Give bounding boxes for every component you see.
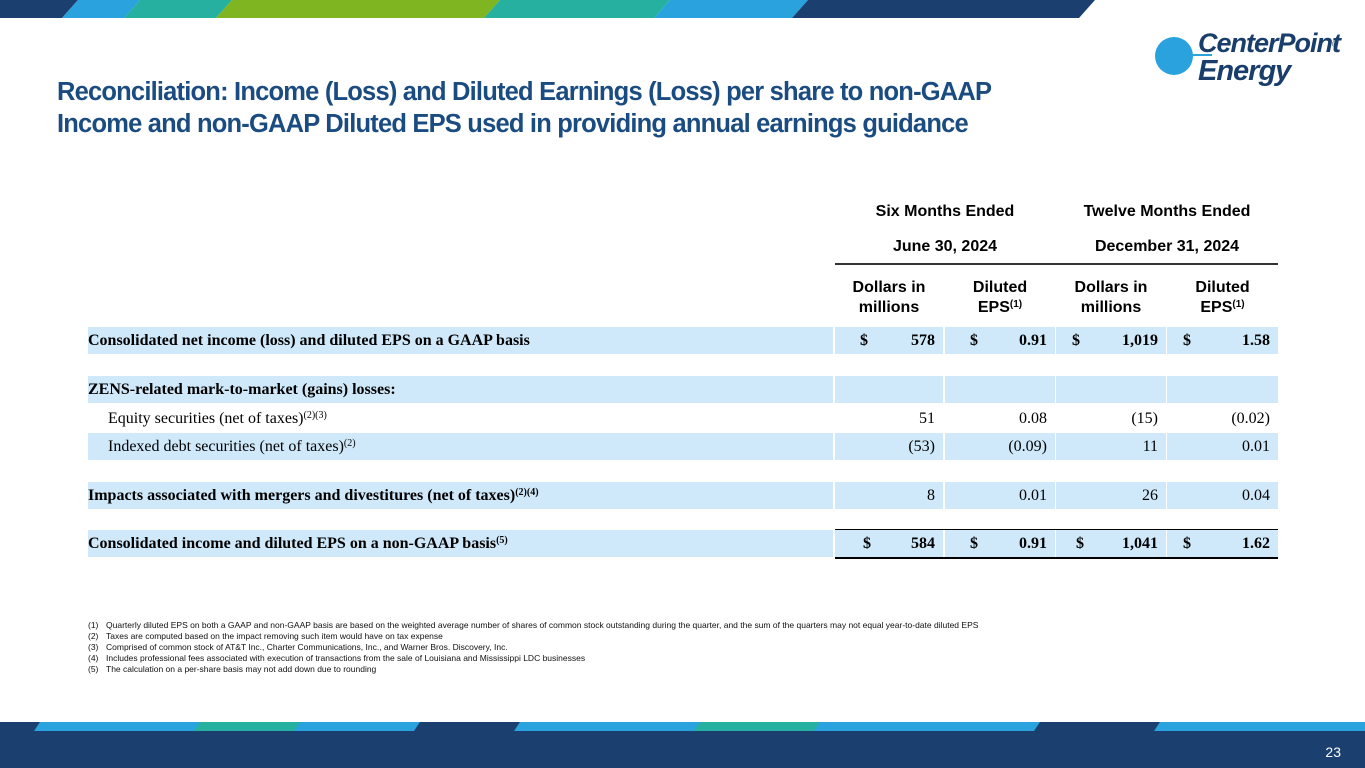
cell-dollars-six-months: 578: [911, 332, 935, 349]
cell-dollars-six-months: 51: [919, 410, 935, 427]
total-top-rule: [835, 529, 1278, 530]
col-eps-1: Diluted EPS(1): [972, 279, 1028, 316]
cell-dollars-six-months: 8: [927, 487, 935, 504]
row-label: Consolidated income and diluted EPS on a…: [88, 535, 508, 552]
stripe-blue-2: [654, 0, 808, 18]
row-label: Impacts associated with mergers and dive…: [88, 487, 539, 504]
footnote-5: (5) The calculation on a per-share basis …: [88, 664, 377, 674]
logo-word-energy: Energy: [1198, 55, 1291, 87]
table-row-gaap: Consolidated net income (loss) and dilut…: [88, 327, 1278, 354]
cell-dollars-twelve-months: (15): [1131, 410, 1158, 427]
footnote-3: (3) Comprised of common stock of AT&T Inc…: [88, 642, 508, 652]
cell-dollars-six-months: (53): [908, 438, 935, 455]
footer-bar: 23: [0, 731, 1365, 768]
bottom-decorative-stripe: [0, 722, 1365, 731]
stripe-teal-b2: [694, 722, 820, 731]
cell-dollars-twelve-months: 11: [1142, 438, 1158, 455]
table-row-non-gaap: Consolidated income and diluted EPS on a…: [88, 530, 1278, 557]
stripe-teal-b1: [194, 722, 300, 731]
row-label: Equity securities (net of taxes)(2)(3): [108, 410, 327, 427]
title-line-1: Reconciliation: Income (Loss) and Dilute…: [57, 78, 992, 106]
footnote-4: (4) Includes professional fees associated…: [88, 653, 586, 663]
logo-word-centerpoint: CenterPoint: [1198, 28, 1341, 58]
page-number: 23: [1325, 744, 1341, 760]
cell-eps-six-months: (0.09): [1008, 438, 1047, 455]
cell-eps-twelve-months: 1.58: [1242, 332, 1270, 349]
logo-line: [1170, 54, 1212, 56]
centerpoint-energy-logo: CenterPoint Energy ®: [1152, 28, 1342, 92]
stripe-green-1: [216, 0, 500, 18]
dollar-sign: $: [1183, 535, 1191, 552]
table-row-equity-securities: Equity securities (net of taxes)(2)(3) 5…: [88, 405, 1278, 432]
logo-circle-icon: [1155, 37, 1193, 75]
footnote-1: (1) Quarterly diluted EPS on both a GAAP …: [88, 620, 979, 630]
cell-eps-six-months: 0.08: [1019, 410, 1047, 427]
dollar-sign: $: [1072, 332, 1080, 349]
cell-eps-twelve-months: 0.04: [1242, 487, 1270, 504]
period1-header-line1: Six Months Ended: [875, 203, 1015, 220]
cell-dollars-twelve-months: 1,041: [1122, 535, 1158, 552]
dollar-sign: $: [970, 535, 978, 552]
dollar-sign: $: [1076, 535, 1084, 552]
cell-eps-twelve-months: (0.02): [1231, 410, 1270, 427]
col-dollars-2: Dollars in millions: [1074, 279, 1148, 316]
period2-header-line1: Twelve Months Ended: [1083, 203, 1251, 220]
cell-dollars-six-months: 584: [911, 535, 935, 552]
table-row-indexed-debt: Indexed debt securities (net of taxes)(2…: [88, 433, 1278, 460]
stripe-navy-2: [792, 0, 1095, 18]
table-row-mergers-divestitures: Impacts associated with mergers and dive…: [88, 482, 1278, 509]
stripe-teal-2: [484, 0, 670, 18]
stripe-teal-1: [124, 0, 232, 18]
row-label: ZENS-related mark-to-market (gains) loss…: [88, 381, 396, 398]
cell-eps-twelve-months: 0.01: [1242, 438, 1270, 455]
stripe-navy-1: [0, 0, 78, 18]
footnotes: (1) Quarterly diluted EPS on both a GAAP …: [88, 620, 1238, 675]
period2-header-line2: December 31, 2024: [1094, 238, 1240, 255]
stripe-navy-b2: [414, 722, 520, 731]
stripe-navy-b1: [0, 722, 40, 731]
logo-registered-mark: ®: [1332, 40, 1338, 49]
period1-header-line2: June 30, 2024: [892, 238, 998, 255]
dollar-sign: $: [860, 332, 868, 349]
top-decorative-stripe: [0, 0, 1095, 18]
dollar-sign: $: [863, 535, 871, 552]
page-title: Reconciliation: Income (Loss) and Dilute…: [57, 76, 1137, 140]
stripe-navy-b3: [1034, 722, 1160, 731]
cell-eps-six-months: 0.01: [1019, 487, 1047, 504]
dollar-sign: $: [970, 332, 978, 349]
total-bottom-rule: [835, 557, 1278, 559]
cell-eps-six-months: 0.91: [1019, 535, 1047, 552]
row-label: Consolidated net income (loss) and dilut…: [88, 332, 530, 349]
cell-eps-six-months: 0.91: [1019, 332, 1047, 349]
table-row-zens-header: ZENS-related mark-to-market (gains) loss…: [88, 376, 1278, 403]
cell-eps-twelve-months: 1.62: [1242, 535, 1270, 552]
dollar-sign: $: [1183, 332, 1191, 349]
col-eps-2: Diluted EPS(1): [1195, 279, 1250, 316]
stripe-blue-1: [62, 0, 140, 18]
header-rule: [835, 263, 1278, 265]
footnote-2: (2) Taxes are computed based on the impac…: [88, 631, 443, 641]
cell-dollars-twelve-months: 1,019: [1122, 332, 1158, 349]
title-line-2: Income and non-GAAP Diluted EPS used in …: [57, 110, 969, 138]
cell-dollars-twelve-months: 26: [1142, 487, 1158, 504]
row-label: Indexed debt securities (net of taxes)(2…: [108, 438, 356, 455]
col-dollars-1: Dollars in millions: [852, 279, 926, 316]
